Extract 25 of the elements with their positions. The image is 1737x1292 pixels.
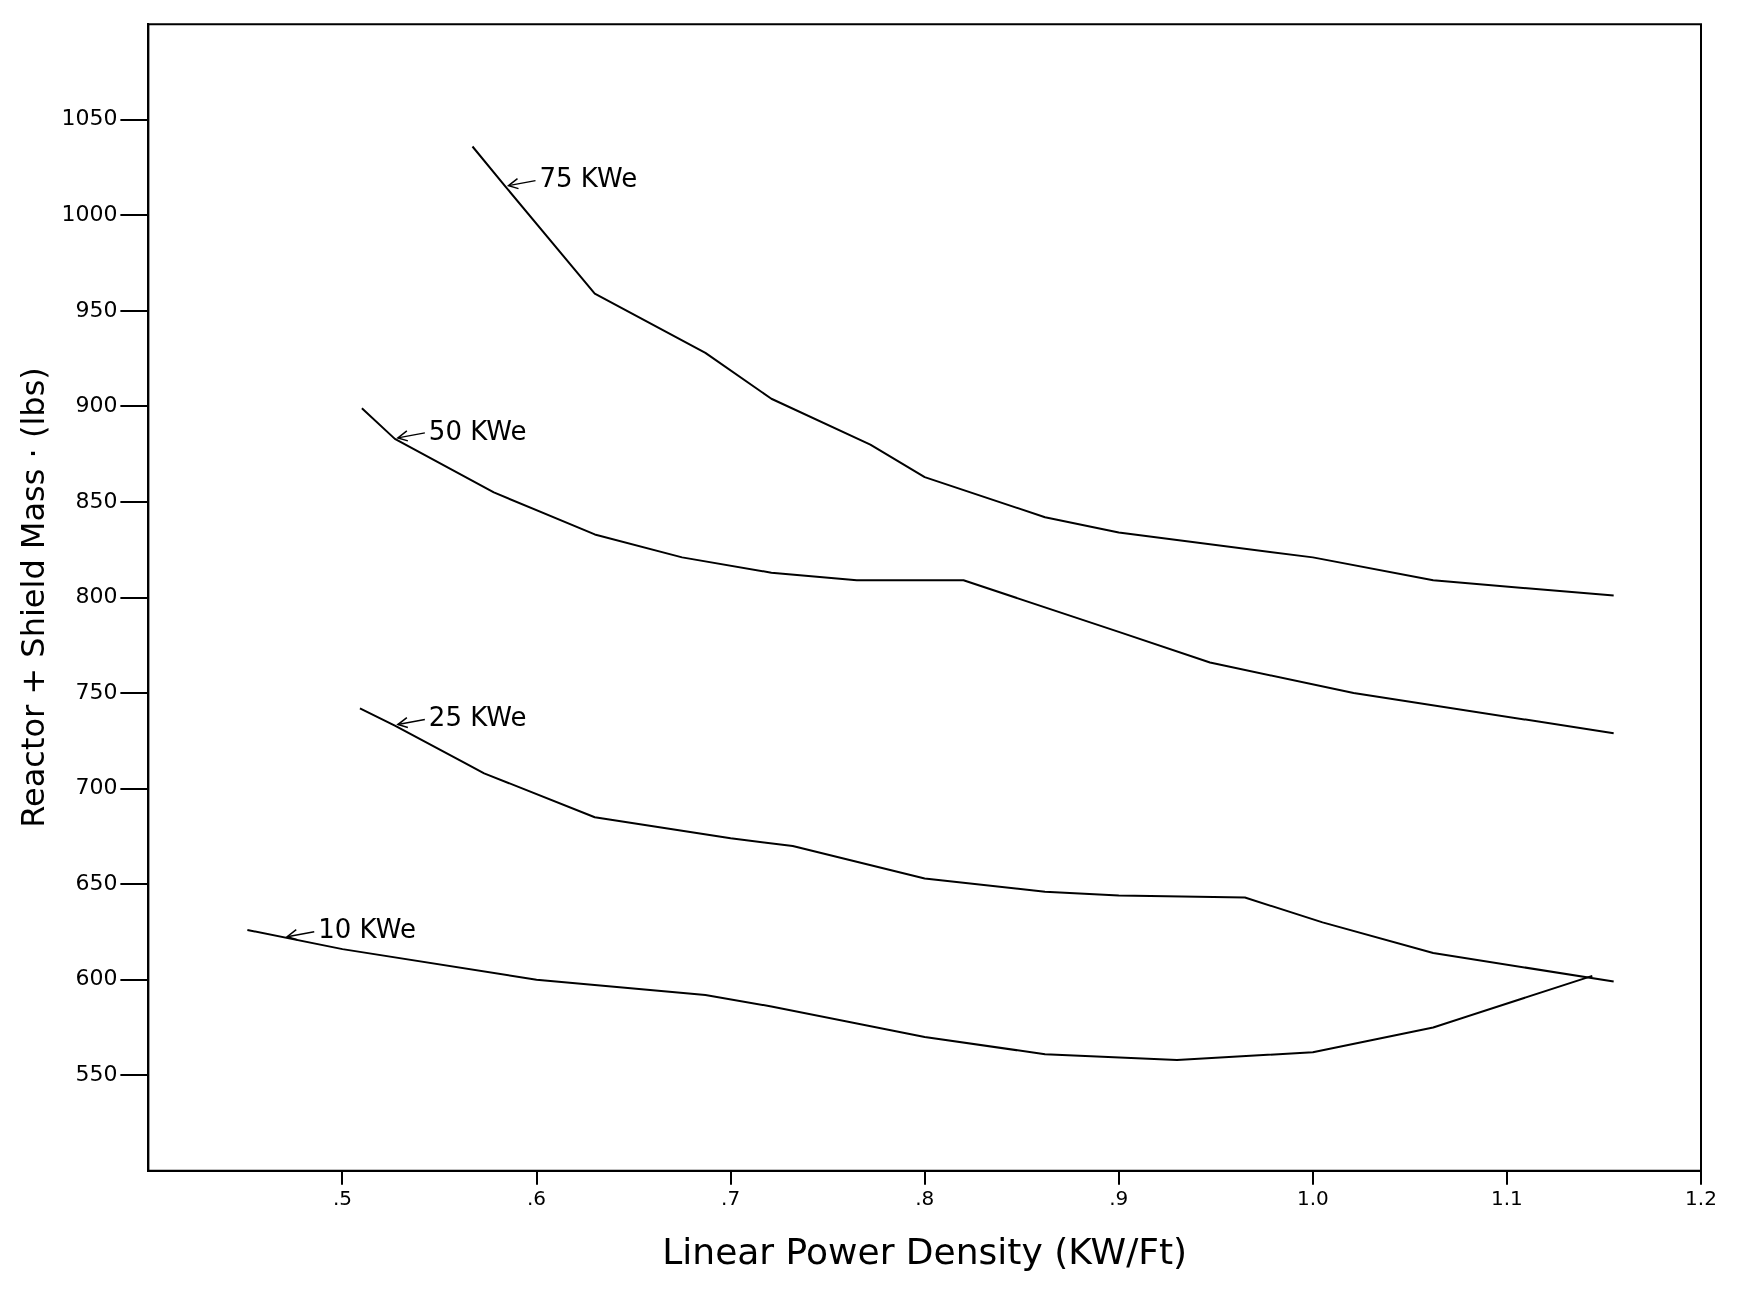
x-tick-label: .5 xyxy=(332,1186,353,1210)
annotation: 10 KWe xyxy=(318,914,416,945)
x-tick-label: .8 xyxy=(915,1186,935,1210)
y-tick-label: 600 xyxy=(75,965,118,991)
x-tick-label: 1.2 xyxy=(1685,1186,1717,1210)
y-tick-label: 650 xyxy=(75,869,118,895)
annotation: 25 KWe xyxy=(428,702,527,733)
x-tick-label: 1.1 xyxy=(1491,1186,1523,1210)
y-tick-label: 950 xyxy=(75,296,118,322)
x-tick-label: .9 xyxy=(1109,1186,1129,1210)
y-axis-title: Reactor + Shield Mass · (lbs) xyxy=(13,367,52,828)
y-tick-label: 800 xyxy=(75,583,118,609)
x-axis-title: Linear Power Density (KW/Ft) xyxy=(662,1230,1188,1272)
y-tick-label: 750 xyxy=(75,678,118,704)
x-tick-label: .6 xyxy=(526,1186,547,1210)
x-tick-label: 1.0 xyxy=(1296,1186,1329,1210)
y-tick-label: 900 xyxy=(75,392,118,418)
x-tick-label: .7 xyxy=(721,1186,741,1210)
y-tick-label: 1050 xyxy=(61,105,118,131)
y-tick-label: 550 xyxy=(75,1060,118,1086)
annotation: 75 KWe xyxy=(539,163,638,194)
annotation: 50 KWe xyxy=(428,415,527,446)
y-tick-label: 850 xyxy=(75,487,118,513)
y-tick-label: 700 xyxy=(75,774,118,800)
y-tick-label: 1000 xyxy=(61,201,118,227)
